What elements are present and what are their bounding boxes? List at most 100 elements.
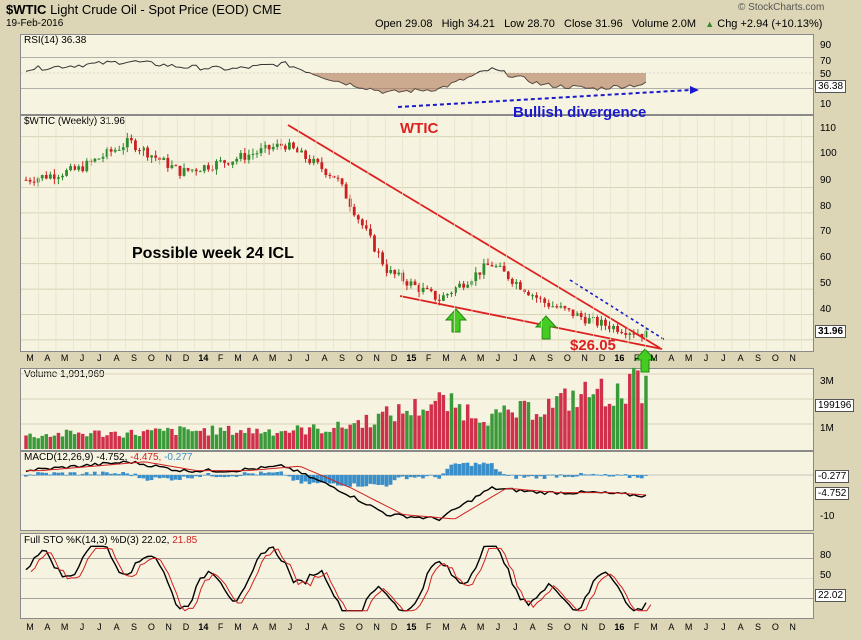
volume-bar <box>141 431 146 449</box>
price-candle <box>409 281 413 286</box>
volume-bar <box>644 375 648 449</box>
low-value: Low 28.70 <box>504 18 555 30</box>
price-candle <box>441 295 445 301</box>
x-tick-label: A <box>252 353 258 363</box>
volume-bar <box>632 367 636 449</box>
volume-bar <box>149 430 154 449</box>
volume-bar <box>186 429 190 449</box>
price-candle <box>527 291 530 296</box>
x-tick-label: M <box>26 622 34 632</box>
price-candle <box>40 175 44 179</box>
macd-histogram-bar <box>461 462 466 476</box>
volume-bar <box>263 431 267 449</box>
price-candle <box>336 177 340 179</box>
price-tick: 70 <box>820 226 832 237</box>
macd-histogram-bar <box>639 475 644 479</box>
up-arrow-icon <box>633 348 657 373</box>
rsi-tick: 90 <box>820 40 832 51</box>
price-candle <box>263 144 267 149</box>
rsi-tick: 50 <box>820 69 832 80</box>
price-candle <box>352 206 356 216</box>
x-tick-label: A <box>44 622 50 632</box>
macd-histogram-bar <box>477 464 482 476</box>
price-candle <box>211 169 214 171</box>
watermark: © StockCharts.com <box>738 2 825 13</box>
price-candle <box>543 298 547 303</box>
macd-tick: -10 <box>820 511 835 522</box>
price-label: $WTIC (Weekly) 31.96 <box>24 116 125 127</box>
macd-histogram-bar <box>307 475 312 485</box>
price-candle <box>567 308 571 310</box>
upper-trendline <box>287 124 661 349</box>
x-tick-label: J <box>704 622 709 632</box>
volume-bar <box>32 437 36 449</box>
volume-bar <box>583 381 587 449</box>
price-candle <box>583 316 587 324</box>
price-candle <box>129 138 133 141</box>
volume-bar <box>380 411 385 449</box>
x-tick-label: J <box>288 622 293 632</box>
macd-histogram-bar <box>603 474 608 476</box>
x-tick-label: O <box>772 353 779 363</box>
macd-histogram-bar <box>182 475 186 477</box>
macd-histogram-bar <box>105 472 109 476</box>
macd-histogram-bar <box>384 475 389 487</box>
macd-histogram-bar <box>141 475 146 479</box>
price-candle <box>275 143 279 147</box>
macd-histogram-bar <box>275 472 279 476</box>
sto-layer <box>21 545 813 612</box>
x-tick-label: J <box>305 353 310 363</box>
volume-bar <box>311 424 316 449</box>
price-candle <box>624 333 628 335</box>
volume-bar <box>303 434 308 449</box>
price-candle <box>344 184 348 199</box>
macd-histogram-bar <box>344 475 348 486</box>
macd-label-text: MACD(12,26,9) <box>24 452 94 463</box>
macd-histogram-bar <box>627 475 632 478</box>
x-tick-label: M <box>650 622 658 632</box>
volume-bar <box>271 435 275 449</box>
price-candle <box>219 160 222 162</box>
price-candle <box>612 325 615 330</box>
price-candle <box>36 178 40 183</box>
macd-histogram-bar <box>271 472 275 476</box>
macd-histogram-bar <box>267 472 271 476</box>
macd-histogram-bar <box>36 472 40 476</box>
price-candle <box>417 284 421 292</box>
volume-bar <box>332 427 336 449</box>
volume-bar <box>137 436 142 449</box>
macd-histogram-bar <box>433 475 437 478</box>
x-tick-label: F <box>426 622 432 632</box>
macd-histogram-bar <box>441 473 446 476</box>
macd-histogram-bar <box>76 474 81 476</box>
x-tick-label: J <box>97 622 102 632</box>
volume-bar <box>344 428 348 449</box>
x-tick-label: J <box>513 353 518 363</box>
x-tick-label: M <box>61 353 69 363</box>
x-tick-label: S <box>755 353 761 363</box>
volume-bar <box>615 383 620 449</box>
macd-histogram-bar <box>24 475 28 477</box>
low-annotation: $26.05 <box>570 337 616 354</box>
price-candle <box>490 265 494 267</box>
x-tick-label: A <box>322 622 328 632</box>
ohlc-bar: Open 29.08 High 34.21 Low 28.70 Close 31… <box>375 18 822 30</box>
price-candle <box>44 175 48 179</box>
sto-d-value: 21.85 <box>172 535 198 546</box>
x-tick-label: J <box>496 622 501 632</box>
price-tick: 80 <box>820 201 832 212</box>
price-candle <box>628 333 632 335</box>
macd-histogram-bar <box>404 475 409 480</box>
price-candle <box>304 150 308 159</box>
volume-bar <box>433 400 437 449</box>
macd-histogram-bar <box>514 475 519 479</box>
macd-histogram-bar <box>186 475 190 479</box>
price-candle <box>134 140 137 151</box>
macd-histogram-bar <box>356 475 361 487</box>
macd-histogram-bar <box>210 475 215 477</box>
macd-histogram-bar <box>546 474 551 476</box>
volume-bar <box>182 427 186 449</box>
sto-tick: 50 <box>820 570 832 581</box>
volume-bar <box>595 388 600 449</box>
volume-bar <box>24 435 28 449</box>
